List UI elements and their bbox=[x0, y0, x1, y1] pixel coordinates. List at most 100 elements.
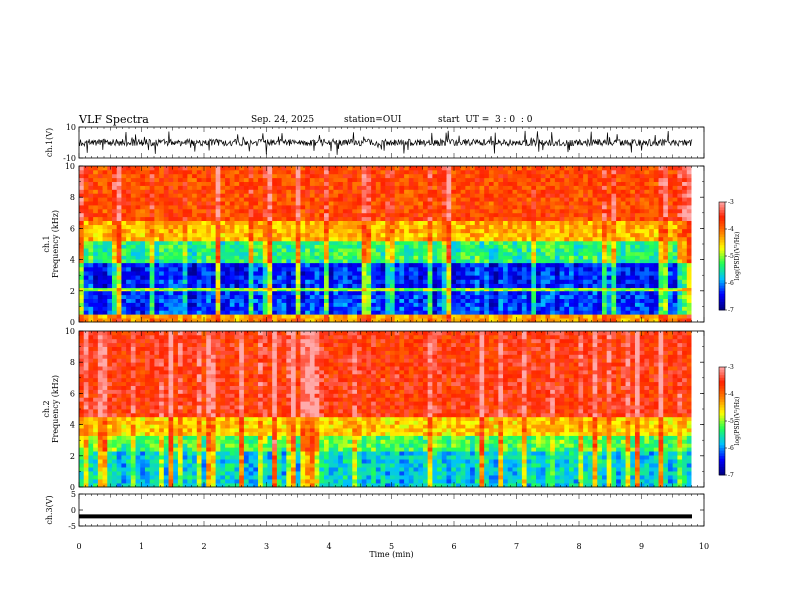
y-tick-label: 0 bbox=[71, 506, 76, 515]
colorbar-segment bbox=[719, 301, 725, 305]
y-tick-label: 0 bbox=[70, 318, 75, 327]
x-tick-label: 7 bbox=[514, 542, 519, 551]
colorbar-segment bbox=[719, 466, 725, 470]
spectrogram-1 bbox=[79, 166, 704, 323]
colorbar-segment bbox=[719, 426, 725, 430]
colorbar-segment bbox=[719, 456, 725, 460]
colorbar-segment bbox=[719, 375, 725, 379]
colorbar-segment bbox=[719, 412, 725, 416]
y-tick-label: 4 bbox=[70, 421, 75, 430]
colorbar-segment bbox=[719, 234, 725, 238]
colorbar-segment bbox=[719, 388, 725, 392]
y-tick-label: 10 bbox=[65, 327, 75, 336]
colorbar-label: log(PSD)(V²/Hz) bbox=[734, 397, 741, 446]
colorbar-tick-label: -6 bbox=[728, 280, 734, 287]
colorbar-segment bbox=[719, 404, 725, 408]
colorbar-segment bbox=[719, 431, 725, 435]
y-tick-label: -5 bbox=[68, 522, 76, 531]
colorbar-segment bbox=[719, 226, 725, 230]
colorbar-segment bbox=[719, 266, 725, 270]
colorbar-segment bbox=[719, 304, 725, 308]
colorbar-segment bbox=[719, 464, 725, 468]
colorbar-segment bbox=[719, 285, 725, 289]
colorbar-label: log(PSD)(V²/Hz) bbox=[734, 232, 741, 281]
colorbar-segment bbox=[719, 256, 725, 260]
colorbar-segment bbox=[719, 220, 725, 224]
colorbar-segment bbox=[719, 402, 725, 406]
y-tick-label: 0 bbox=[70, 483, 75, 492]
y-tick-label: -10 bbox=[63, 154, 76, 163]
colorbar-segment bbox=[719, 410, 725, 414]
colorbar-segment bbox=[719, 442, 725, 446]
colorbar-segment bbox=[719, 391, 725, 395]
y-tick-label: 2 bbox=[70, 452, 75, 461]
colorbar-segment bbox=[719, 269, 725, 273]
x-tick-label: 9 bbox=[639, 542, 644, 551]
colorbar-segment bbox=[719, 453, 725, 457]
colorbar-segment bbox=[719, 385, 725, 389]
x-tick-label: 4 bbox=[326, 542, 331, 551]
y-tick-label: 4 bbox=[70, 256, 75, 265]
colorbar-segment bbox=[719, 458, 725, 462]
x-tick-label: 10 bbox=[699, 542, 709, 551]
colorbar-segment bbox=[719, 429, 725, 433]
y-tick-label: 6 bbox=[70, 389, 75, 398]
colorbar-segment bbox=[719, 261, 725, 265]
colorbar-segment bbox=[719, 247, 725, 251]
colorbar-segment bbox=[719, 437, 725, 441]
colorbar-tick-label: -3 bbox=[728, 199, 734, 206]
channel-label: ch.1 bbox=[42, 235, 51, 252]
colorbar-segment bbox=[719, 229, 725, 233]
colorbar-segment bbox=[719, 212, 725, 216]
colorbar-segment bbox=[719, 380, 725, 384]
x-tick-label: 0 bbox=[76, 542, 81, 551]
y-tick-label: 8 bbox=[70, 193, 75, 202]
y-axis-label: ch.1(V) bbox=[45, 128, 54, 157]
colorbar-segment bbox=[719, 448, 725, 452]
ch1-trace bbox=[78, 130, 693, 155]
colorbar-segment bbox=[719, 288, 725, 292]
colorbar-segment bbox=[719, 250, 725, 254]
colorbar-segment bbox=[719, 421, 725, 425]
colorbar-segment bbox=[719, 439, 725, 443]
colorbar-segment bbox=[719, 377, 725, 381]
colorbar-segment bbox=[719, 231, 725, 235]
colorbar-segment bbox=[719, 434, 725, 438]
colorbar-segment bbox=[719, 274, 725, 278]
channel-label: ch.2 bbox=[42, 400, 51, 417]
colorbar-segment bbox=[719, 299, 725, 303]
colorbar-segment bbox=[719, 277, 725, 281]
colorbar-segment bbox=[719, 218, 725, 222]
colorbar-segment bbox=[719, 215, 725, 219]
colorbar-tick-label: -5 bbox=[728, 253, 734, 260]
colorbar-segment bbox=[719, 237, 725, 241]
colorbar-segment bbox=[719, 245, 725, 249]
x-tick-label: 3 bbox=[264, 542, 269, 551]
colorbar-tick-label: -5 bbox=[728, 418, 734, 425]
colorbar-segment bbox=[719, 372, 725, 376]
chart-title: VLF Spectra bbox=[79, 113, 149, 126]
colorbar-segment bbox=[719, 258, 725, 262]
no-data-strip bbox=[691, 331, 704, 487]
y-tick-label: 5 bbox=[71, 490, 76, 499]
y-tick-label: 2 bbox=[70, 287, 75, 296]
colorbar-segment bbox=[719, 472, 725, 476]
colorbar-segment bbox=[719, 272, 725, 276]
colorbar-tick-label: -6 bbox=[728, 445, 734, 452]
colorbar-segment bbox=[719, 204, 725, 208]
colorbar-segment bbox=[719, 369, 725, 373]
colorbar-segment bbox=[719, 291, 725, 295]
colorbar-segment bbox=[719, 253, 725, 257]
x-tick-label: 8 bbox=[576, 542, 581, 551]
colorbar-tick-label: -7 bbox=[728, 472, 734, 479]
colorbar-segment bbox=[719, 445, 725, 449]
colorbar-segment bbox=[719, 223, 725, 227]
colorbar-segment bbox=[719, 415, 725, 419]
x-axis-label: Time (min) bbox=[369, 550, 413, 559]
x-tick-label: 6 bbox=[451, 542, 456, 551]
colorbar-segment bbox=[719, 280, 725, 284]
y-axis-label: Frequency (kHz) bbox=[51, 375, 60, 443]
colorbar-segment bbox=[719, 383, 725, 387]
colorbar-segment bbox=[719, 283, 725, 287]
colorbar-tick-label: -3 bbox=[728, 364, 734, 371]
